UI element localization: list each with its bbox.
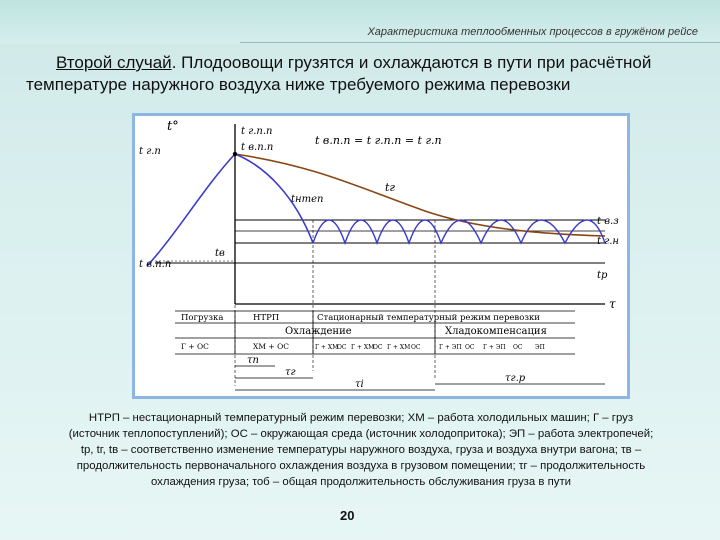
- table-cell-r3-0: Г + ОС: [181, 342, 209, 351]
- table-cell-r3-2: Г + ХМ: [315, 344, 338, 351]
- table-cell-r3-8: Г + ЭП: [439, 344, 462, 351]
- table-cell-cooling: Охлаждение: [285, 326, 352, 337]
- table-cell-r3-12: ЭП: [535, 344, 545, 351]
- process-table: [175, 310, 575, 355]
- tau-p-label: τп: [247, 355, 259, 366]
- label-t-gp: t г.п: [139, 146, 161, 157]
- air-cooling-curve: [234, 153, 314, 244]
- caption-line-2: (источник теплопоступлений); ОС – окружа…: [68, 428, 654, 440]
- label-t-ntep: tнтеп: [291, 194, 323, 205]
- page-number: 20: [340, 508, 355, 523]
- start-point: [232, 151, 238, 157]
- cargo-temperature-curve: [234, 153, 606, 237]
- label-t-vpp: t в.п.п: [241, 142, 273, 153]
- table-cell-r3-10: Г + ЭП: [483, 344, 506, 351]
- heading-lead: Второй случай: [56, 53, 172, 72]
- table-cell-compensation: Хладокомпенсация: [445, 326, 547, 337]
- label-t-p: tp: [597, 270, 608, 281]
- figure-caption: НТРП – нестационарный температурный режи…: [18, 410, 704, 490]
- table-cell-r3-9: ОС: [465, 344, 475, 351]
- header-divider: [240, 42, 720, 43]
- tau-gr-label: τг.р: [505, 373, 526, 384]
- table-cell-r3-7: ОС: [411, 344, 421, 351]
- label-t-gpp: t г.п.п: [241, 126, 273, 137]
- tau-i-label: τi: [355, 379, 364, 390]
- label-t-vz: t в.з: [597, 216, 619, 227]
- table-cell-r3-3: ОС: [337, 344, 347, 351]
- y-axis-label: t°: [167, 119, 179, 134]
- label-t-vpp-left: t в.п.п: [139, 259, 171, 270]
- table-cell-ntrp: НТРП: [253, 313, 279, 323]
- tau-g-label: τг: [285, 367, 296, 378]
- header-band: [0, 0, 720, 44]
- label-t-v: tв: [215, 248, 225, 259]
- tau-spans: [235, 365, 605, 391]
- equality-label: t в.п.п = t г.п.п = t г.п: [315, 134, 442, 147]
- caption-line-4: продолжительность первоначального охлажд…: [76, 460, 646, 472]
- table-cell-r3-6: Г + ХМ: [387, 344, 410, 351]
- air-oscillation-curve: [312, 219, 606, 246]
- table-cell-r3-5: ОС: [373, 344, 383, 351]
- slide-title: Характеристика теплообменных процессов в…: [367, 26, 698, 38]
- caption-line-1: НТРП – нестационарный температурный режи…: [88, 412, 634, 424]
- table-cell-r3-4: Г + ХМ: [351, 344, 374, 351]
- label-t-g: tг: [385, 181, 395, 194]
- caption-line-3: tр, tг, tв – соответственно изменение те…: [80, 444, 642, 456]
- label-t-gn: t г.н: [597, 236, 619, 247]
- caption-line-5: охлаждения груза; τоб – общая продолжите…: [150, 476, 572, 488]
- heading-text: . Плодоовощи грузятся и охлаждаются в пу…: [26, 53, 652, 94]
- table-cell-r3-11: ОС: [513, 344, 523, 351]
- x-axis-label: τ: [609, 297, 616, 311]
- table-cell-stationary: Стационарный температурный режим перевоз…: [317, 313, 540, 323]
- diagram-figure: t° τ t г.п t в.п.п t г.п.п t в.п.п t в.п…: [132, 113, 630, 399]
- table-cell-r3-1: ХМ + ОС: [253, 342, 289, 351]
- slide-heading: Второй случай. Плодоовощи грузятся и охл…: [26, 52, 706, 96]
- air-rise-curve: [146, 153, 236, 267]
- table-cell-loading: Погрузка: [181, 313, 223, 323]
- temperature-diagram: t° τ t г.п t в.п.п t г.п.п t в.п.п t в.п…: [139, 119, 619, 391]
